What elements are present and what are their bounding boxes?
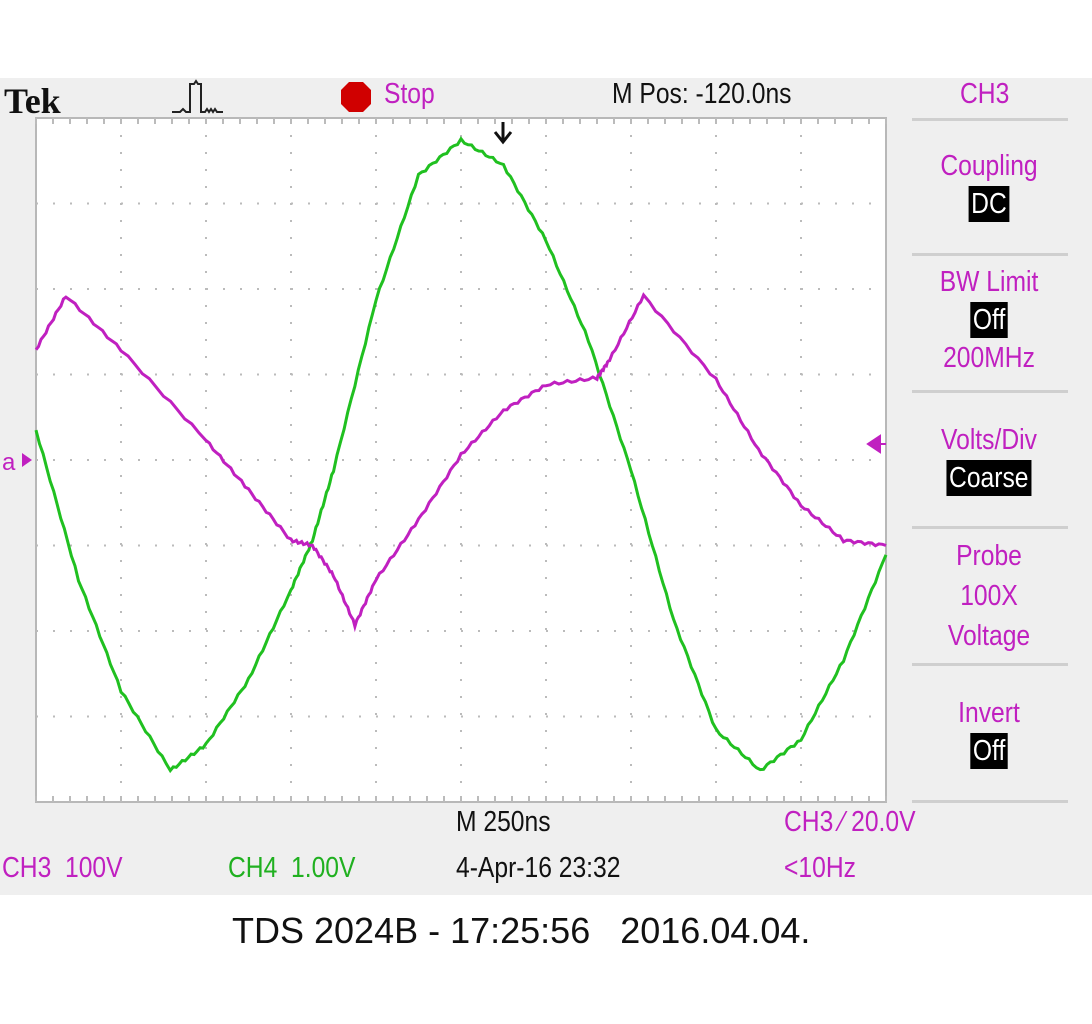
acquire-pulse-icon (172, 79, 223, 114)
menu-invert[interactable]: Invert Off (910, 693, 1068, 769)
caption: TDS 2024B - 17:25:56 2016.04.04. (232, 910, 811, 951)
graticule (35, 117, 887, 803)
menu-probe[interactable]: Probe 100X Voltage (910, 536, 1068, 656)
invert-label: Invert (958, 697, 1020, 729)
ch4-trace (34, 136, 888, 774)
invert-value: Off (970, 733, 1008, 769)
ch3-trace (34, 292, 887, 633)
trigger-position-arrow-icon (493, 122, 513, 145)
ch4-scale: CH4 1.00V (228, 852, 356, 884)
stop-icon (341, 82, 371, 112)
menu-coupling[interactable]: Coupling DC (910, 146, 1068, 222)
bw-limit-value: Off (970, 302, 1008, 338)
m-pos-readout: M Pos: -120.0ns (612, 78, 792, 110)
timebase-readout: M 250ns (456, 806, 551, 838)
brand-logo: Tek (4, 81, 61, 121)
trigger-status: Stop (384, 78, 435, 110)
menu-bw-limit[interactable]: BW Limit Off 200MHz (910, 262, 1068, 378)
volts-div-label: Volts/Div (941, 424, 1037, 456)
datetime-readout: 4-Apr-16 23:32 (456, 852, 621, 884)
bw-limit-frequency: 200MHz (943, 342, 1035, 374)
trigger-readout: CH3 ⁄ 20.0V (784, 806, 916, 838)
volts-div-value: Coarse (946, 460, 1032, 496)
channel-ground-marker: a (2, 449, 16, 476)
trigger-level-marker-icon (866, 434, 886, 454)
menu-title: CH3 (960, 78, 1010, 110)
probe-attenuation: 100X (960, 580, 1018, 612)
probe-label: Probe (956, 540, 1022, 572)
frequency-readout: <10Hz (784, 852, 856, 884)
coupling-value: DC (968, 186, 1010, 222)
bw-limit-label: BW Limit (939, 266, 1039, 298)
coupling-label: Coupling (940, 150, 1038, 182)
ch3-scale: CH3 100V (2, 852, 123, 884)
probe-type: Voltage (947, 620, 1031, 652)
menu-volts-div[interactable]: Volts/Div Coarse (910, 420, 1068, 496)
